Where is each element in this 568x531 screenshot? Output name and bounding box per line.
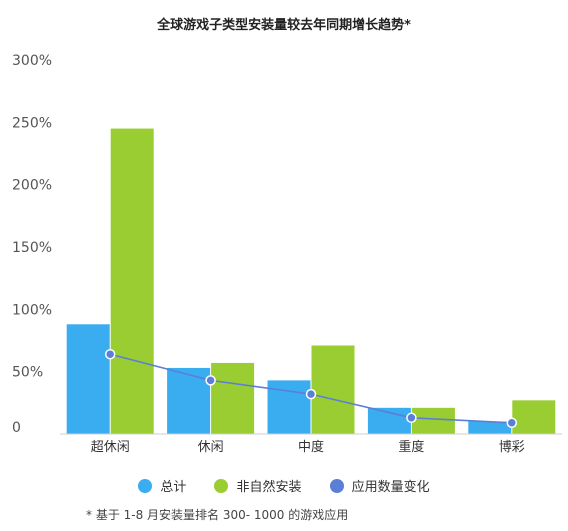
legend: 总计 非自然安装 应用数量变化 <box>0 476 568 497</box>
line-series <box>104 348 518 429</box>
bar-total <box>468 421 512 434</box>
line-point <box>205 375 216 386</box>
legend-item-total[interactable]: 总计 <box>138 476 186 495</box>
line-point <box>506 417 518 429</box>
bar-total <box>66 324 110 434</box>
x-category-label: 重度 <box>398 439 424 455</box>
y-tick-label: 200% <box>12 178 52 194</box>
line-point <box>305 388 317 400</box>
bar-nonorganic <box>512 400 556 434</box>
bar-nonorganic <box>311 345 355 434</box>
bar-nonorganic <box>411 407 455 434</box>
legend-label-app-count: 应用数量变化 <box>351 480 430 495</box>
legend-item-app-count[interactable]: 应用数量变化 <box>329 476 430 495</box>
y-tick-label: 300% <box>12 53 52 69</box>
legend-marker-nonorganic <box>214 478 229 493</box>
y-tick-label: 0 <box>12 420 21 436</box>
legend-label-nonorganic: 非自然安装 <box>236 480 302 495</box>
legend-marker-app-count <box>329 478 344 493</box>
chart-title: 全球游戏子类型安装量较去年同期增长趋势* <box>157 18 411 33</box>
y-tick-label: 250% <box>12 115 52 131</box>
legend-label-total: 总计 <box>160 480 187 495</box>
bar-total <box>367 407 411 434</box>
y-tick-label: 100% <box>12 302 52 318</box>
line-point <box>406 412 417 424</box>
footnote: * 基于 1-8 月安装量排名 300- 1000 的游戏应用 <box>86 508 349 522</box>
y-tick-label: 150% <box>12 240 52 256</box>
bar-series <box>66 128 556 435</box>
x-category-label: 博彩 <box>499 440 525 455</box>
legend-item-nonorganic[interactable]: 非自然安装 <box>214 476 302 495</box>
bar-nonorganic <box>211 362 255 434</box>
y-tick-label: 50% <box>12 365 43 381</box>
bar-nonorganic <box>110 128 154 435</box>
x-axis-labels: 超休闲 休闲 中度 重度 博彩 <box>91 439 525 455</box>
x-category-label: 休闲 <box>198 440 224 455</box>
x-category-label: 超休闲 <box>91 440 130 455</box>
line-point <box>104 348 116 360</box>
y-axis-ticks: 0 50% 100% 150% 200% 250% 300% <box>12 53 52 436</box>
legend-marker-total <box>138 478 153 493</box>
x-category-label: 中度 <box>298 439 324 455</box>
